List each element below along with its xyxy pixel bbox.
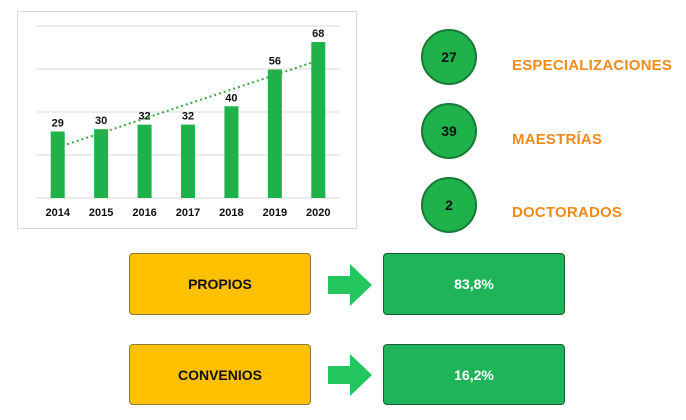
data-label-2014: 29 [52, 117, 64, 129]
bar-chart-panel: 29 2014 30 2015 32 2016 32 2017 40 2018 56 2019 68 20… [17, 11, 357, 229]
bar-2020 [311, 42, 326, 199]
doctorates-count: 2 [445, 197, 453, 213]
data-label-2015: 30 [95, 115, 107, 127]
convenios-percentage-box: 16,2% [383, 344, 565, 405]
specializations-count: 27 [441, 49, 457, 65]
propios-percentage: 83,8% [454, 276, 494, 292]
data-label-2019: 56 [269, 56, 281, 68]
convenios-label: CONVENIOS [177, 366, 262, 383]
x-tick-label-2017: 2017 [176, 207, 200, 219]
arrow-right-icon [328, 264, 372, 306]
data-label-2020: 68 [312, 28, 324, 40]
bar-2019 [267, 69, 282, 198]
x-tick-label-2020: 2020 [306, 207, 330, 219]
arrow-right-icon [328, 354, 372, 396]
propios-percentage-box: 83,8% [383, 253, 565, 315]
x-tick-label-2016: 2016 [132, 207, 156, 219]
data-label-2016: 32 [138, 111, 150, 123]
specializations-label: ESPECIALIZACIONES [512, 57, 673, 74]
masters-count-circle: 39 [421, 103, 477, 159]
trendline [57, 59, 319, 149]
bar-2015 [94, 129, 109, 198]
data-label-2017: 32 [182, 111, 194, 123]
propios-label: PROPIOS [188, 276, 252, 292]
x-tick-label-2014: 2014 [45, 207, 70, 219]
convenios-percentage: 16,2% [454, 366, 494, 383]
bar-2018 [224, 106, 239, 198]
specializations-count-circle: 27 [421, 29, 477, 85]
propios-box: PROPIOS [129, 253, 311, 315]
doctorates-label: DOCTORADOS [512, 204, 623, 221]
doctorates-count-circle: 2 [421, 177, 477, 233]
x-tick-label-2018: 2018 [219, 207, 243, 219]
data-label-2018: 40 [225, 92, 237, 104]
x-tick-label-2015: 2015 [89, 207, 113, 219]
masters-label: MAESTRÍAS [512, 131, 603, 148]
convenios-box: CONVENIOS [129, 344, 311, 405]
bar-2016 [137, 124, 152, 198]
bar-2017 [181, 124, 195, 198]
bar-chart: 29 2014 30 2015 32 2016 32 2017 40 2018 56 2019 68 20… [36, 25, 340, 219]
bar-2014 [50, 131, 65, 198]
masters-count: 39 [441, 123, 457, 139]
x-tick-label-2019: 2019 [263, 207, 287, 219]
